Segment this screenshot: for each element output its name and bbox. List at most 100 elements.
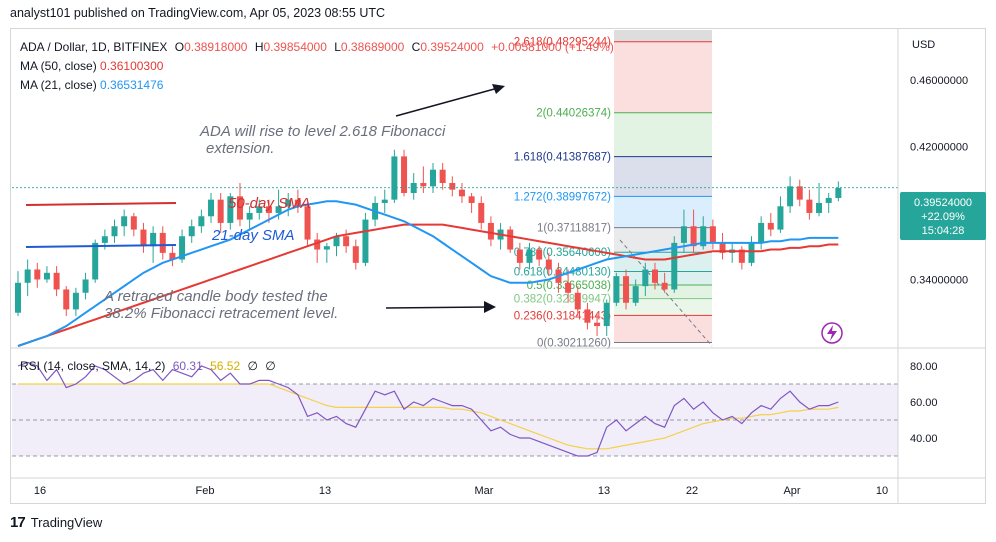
ma21-legend[interactable]: MA (21, close) 0.36531476	[20, 78, 163, 92]
low-value: 0.38689000	[340, 40, 405, 54]
candle-body	[265, 206, 272, 213]
candle-body	[661, 282, 668, 290]
candle-body	[43, 272, 50, 280]
candle-body	[603, 302, 610, 327]
ma21-line	[17, 200, 839, 347]
annotation-rise-2: extension.	[206, 140, 274, 157]
candle-body	[236, 196, 243, 220]
low-label: L	[334, 40, 341, 54]
fib-level-label: 1.272(0.38997672)	[514, 191, 611, 203]
candle-body	[584, 309, 591, 323]
annotation-rise: ADA will rise to level 2.618 Fibonacci	[199, 123, 446, 140]
rsi-legend[interactable]: RSI (14, close, SMA, 14, 2) 60.31 56.52 …	[20, 359, 276, 373]
candle-body	[53, 272, 60, 290]
candle-body	[468, 196, 475, 203]
ma50-line	[17, 223, 839, 347]
ma50-legend[interactable]: MA (50, close) 0.36100300	[20, 59, 163, 73]
candle-body	[140, 229, 147, 247]
annotation-retrace: A retraced candle body tested the	[103, 288, 328, 305]
time-tick-label: 10	[876, 485, 888, 497]
tradingview-footer[interactable]: 17 TradingView	[10, 514, 102, 531]
current-price-change: +22.09%	[921, 211, 965, 223]
candle-body	[24, 269, 31, 283]
rsi-tick-label: 60.00	[910, 397, 938, 409]
candle-body	[516, 249, 523, 263]
candle-body	[632, 286, 639, 303]
fib-top-zone	[614, 30, 712, 42]
candle-body	[343, 236, 350, 247]
current-price-value: 0.39524000	[914, 197, 972, 209]
lightning-icon	[827, 325, 837, 341]
candle-body	[188, 226, 195, 237]
candle-body	[449, 183, 456, 190]
candle-body	[285, 199, 292, 207]
candle-body	[246, 212, 253, 220]
candle-body	[777, 206, 784, 230]
candle-body	[208, 199, 215, 217]
ma50-value: 0.36100300	[100, 59, 164, 73]
time-tick-label: 22	[686, 485, 698, 497]
rsi-ma-line	[18, 383, 839, 450]
fib-zone	[614, 252, 712, 272]
fib-zone	[614, 315, 712, 343]
candle-body	[439, 169, 446, 184]
fib-zone	[614, 112, 712, 157]
tradingview-logo-icon: 17	[10, 514, 26, 531]
candle-body	[150, 232, 157, 247]
candle-body	[526, 249, 533, 263]
rsi-ma-value: 56.52	[210, 359, 241, 373]
fib-zone	[614, 227, 712, 253]
price-tick-label: 0.42000000	[910, 141, 968, 153]
candle-body	[458, 189, 465, 197]
candle-body	[294, 199, 301, 207]
candle-body	[111, 226, 118, 237]
support-line	[25, 244, 177, 248]
fib-level-label: 0.236(0.31841443)	[514, 310, 611, 322]
symbol-label: ADA / Dollar, 1D, BITFINEX	[20, 40, 168, 54]
candle-body	[314, 239, 321, 250]
candle-body	[767, 222, 774, 230]
fib-level-label: 1(0.37118817)	[537, 223, 611, 235]
candle-body	[159, 232, 166, 253]
candle-body	[121, 216, 128, 227]
candle-body	[323, 246, 330, 250]
candle-body	[748, 242, 755, 263]
alert-icon	[821, 322, 843, 344]
fib-level-label: 0.618(0.34480130)	[514, 266, 611, 278]
annotation-sma50: 50-day SMA	[228, 195, 311, 212]
candle-body	[34, 269, 41, 280]
candle-body	[709, 226, 716, 243]
candle-body	[304, 206, 311, 240]
fib-level-label: 1.618(0.41387687)	[514, 152, 611, 164]
candle-body	[362, 219, 369, 263]
candle-body	[565, 282, 572, 293]
candle-body	[92, 242, 99, 280]
candle-body	[651, 269, 658, 283]
tradingview-brand: TradingView	[30, 515, 103, 530]
candle-body	[738, 249, 745, 263]
candle-body	[352, 246, 359, 263]
time-tick-label: Feb	[196, 485, 215, 497]
candle-body	[719, 242, 726, 253]
open-value: 0.38918000	[184, 40, 248, 54]
candle-body	[420, 183, 427, 187]
candle-body	[787, 186, 794, 207]
candle-body	[835, 188, 842, 198]
candle-body	[700, 226, 707, 247]
arrow-retrace-line	[385, 306, 489, 309]
bar-countdown: 15:04:28	[922, 225, 965, 237]
change-value: +0.00581000 (+1.49%)	[491, 40, 614, 54]
candle-body	[487, 222, 494, 240]
candle-body	[179, 236, 186, 260]
candle-body	[381, 199, 388, 203]
candle-body	[642, 269, 649, 287]
ma21-label: MA (21, close)	[20, 78, 97, 92]
time-tick-label: 13	[598, 485, 610, 497]
arrow-retrace-head	[484, 301, 496, 313]
arrow-rise-head	[492, 84, 505, 94]
open-label: O	[174, 40, 185, 54]
candle-body	[806, 199, 813, 213]
candle-body	[256, 206, 263, 213]
candle-body	[169, 252, 176, 260]
